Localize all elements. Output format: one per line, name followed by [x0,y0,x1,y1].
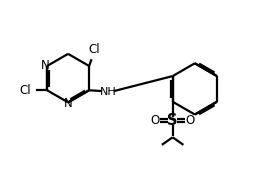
Text: O: O [150,114,160,127]
Text: O: O [186,114,195,127]
Text: Cl: Cl [88,43,100,56]
Text: NH: NH [100,87,116,97]
Text: N: N [64,97,72,110]
Text: N: N [41,59,50,72]
Text: Cl: Cl [19,84,31,97]
Text: S: S [167,113,178,128]
